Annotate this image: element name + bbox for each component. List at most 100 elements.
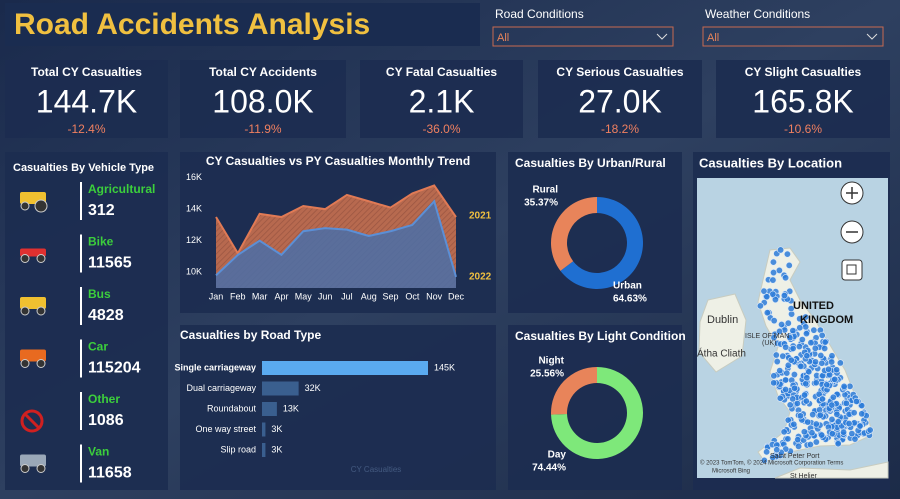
map-label: ISLE OF MAN bbox=[745, 333, 789, 340]
x-tick-label: May bbox=[295, 291, 313, 301]
y-tick-label: Slip road bbox=[220, 444, 256, 454]
filter-dropdown[interactable] bbox=[492, 26, 674, 47]
slice-value: 74.44% bbox=[532, 463, 566, 474]
map-point bbox=[840, 428, 848, 436]
line bbox=[215, 199, 457, 278]
map-point bbox=[791, 384, 799, 392]
chart-title: Casualties By Light Condition bbox=[515, 329, 686, 343]
vehicle-name: Van bbox=[88, 445, 109, 459]
map-style-button[interactable] bbox=[841, 259, 863, 281]
panel bbox=[508, 325, 682, 490]
map-label: KINGDOM bbox=[800, 314, 853, 326]
map-point bbox=[783, 369, 791, 377]
kpi-value: 144.7K bbox=[36, 83, 137, 119]
vehicle-icon bbox=[20, 306, 30, 316]
filter-label: Road Conditions bbox=[495, 7, 584, 21]
map-point bbox=[825, 365, 833, 373]
bar bbox=[262, 443, 266, 457]
map-point bbox=[823, 381, 831, 389]
map-point bbox=[807, 339, 815, 347]
map-point bbox=[777, 246, 785, 254]
map-point bbox=[815, 390, 823, 398]
map-land bbox=[698, 293, 747, 373]
vehicle-icon bbox=[20, 254, 30, 263]
map-point bbox=[786, 334, 794, 342]
vehicle-name: Bus bbox=[88, 287, 111, 301]
map-point bbox=[858, 410, 866, 418]
map-point bbox=[787, 305, 795, 313]
vehicle-icon bbox=[20, 409, 44, 433]
donut-slice bbox=[551, 197, 597, 271]
kpi-value: 165.8K bbox=[752, 83, 853, 119]
map-point bbox=[816, 411, 824, 419]
map-point bbox=[785, 261, 793, 269]
kpi-label: Total CY Accidents bbox=[209, 65, 317, 79]
x-tick-label: Dec bbox=[448, 291, 465, 301]
map-point bbox=[763, 448, 771, 456]
map-point bbox=[784, 416, 792, 424]
map-point bbox=[789, 344, 797, 352]
map-point bbox=[786, 401, 794, 409]
map-point bbox=[817, 352, 825, 360]
vehicle-value: 11658 bbox=[88, 465, 132, 482]
map-land bbox=[774, 461, 889, 479]
vehicle-icon bbox=[20, 297, 46, 309]
map-point bbox=[809, 411, 817, 419]
map-label: St Helier bbox=[790, 473, 818, 480]
chart-title: CY Casualties vs PY Casualties Monthly T… bbox=[206, 154, 470, 168]
y-tick-label: 14K bbox=[186, 204, 202, 214]
kpi-change: -11.9% bbox=[244, 122, 281, 136]
vehicle-icon bbox=[23, 412, 41, 430]
map-point bbox=[851, 435, 859, 443]
y-tick-label: Dual carriageway bbox=[186, 383, 256, 393]
panel bbox=[5, 60, 168, 138]
map-point bbox=[773, 358, 781, 366]
y-tick-label: Single carriageway bbox=[174, 362, 256, 372]
x-tick-label: Jan bbox=[209, 291, 224, 301]
panel-title: Casualties By Location bbox=[699, 155, 842, 170]
map-point bbox=[796, 412, 804, 420]
map-point bbox=[790, 371, 798, 379]
map-point bbox=[803, 374, 811, 382]
y-tick-label: Roundabout bbox=[207, 403, 257, 413]
kpi-change: -18.2% bbox=[601, 122, 639, 136]
map-point bbox=[818, 395, 826, 403]
map-point bbox=[775, 266, 783, 274]
map-point bbox=[828, 352, 836, 360]
map-point bbox=[850, 409, 858, 417]
area bbox=[216, 201, 456, 288]
vehicle-icon bbox=[20, 349, 46, 362]
filter-dropdown[interactable] bbox=[702, 26, 884, 47]
map-point bbox=[782, 343, 790, 351]
map-point bbox=[818, 331, 826, 339]
map-point bbox=[828, 358, 836, 366]
map-point bbox=[833, 410, 841, 418]
map-point bbox=[856, 422, 864, 430]
map-point bbox=[789, 395, 797, 403]
map-point bbox=[831, 375, 839, 383]
x-tick-label: Mar bbox=[252, 291, 268, 301]
slice-label: Urban bbox=[613, 281, 642, 292]
donut-slice bbox=[551, 367, 643, 459]
series-label: 2022 bbox=[469, 272, 492, 283]
map-point bbox=[852, 397, 860, 405]
map-point bbox=[812, 379, 820, 387]
map-point bbox=[818, 431, 826, 439]
map-point bbox=[828, 401, 836, 409]
slice-label: Night bbox=[538, 356, 564, 367]
map-label: Microsoft Bing bbox=[712, 469, 750, 475]
y-tick-label: 10K bbox=[186, 267, 202, 277]
map-point bbox=[773, 446, 781, 454]
panel-title: Casualties By Vehicle Type bbox=[13, 162, 154, 174]
slice-value: 25.56% bbox=[530, 369, 564, 380]
y-tick-label: One way street bbox=[195, 424, 256, 434]
map-point bbox=[805, 368, 813, 376]
map-point bbox=[763, 293, 771, 301]
map-label: Dublin bbox=[707, 314, 738, 326]
map-label: © 2023 TomTom, © 2024 Microsoft Corporat… bbox=[700, 460, 843, 467]
kpi-label: Total CY Casualties bbox=[31, 65, 142, 79]
map-point bbox=[802, 330, 810, 338]
x-tick-label: Apr bbox=[274, 291, 288, 301]
data-label: 32K bbox=[305, 383, 321, 393]
